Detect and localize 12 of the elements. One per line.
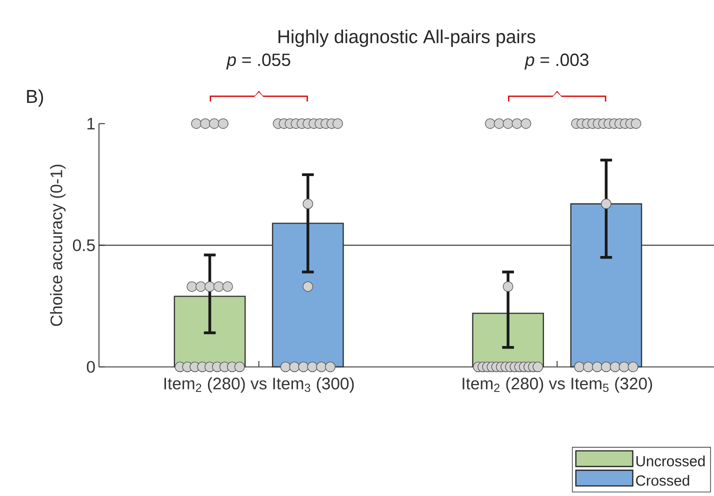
text: B) bbox=[27, 89, 44, 107]
y-tick-label: 1 bbox=[88, 118, 95, 130]
x-tick-label: Item$_{2}$ (280) vs Item$_{5}$ (320) bbox=[462, 377, 652, 393]
legend-label: Crossed bbox=[636, 474, 690, 486]
y-tick-label: 0 bbox=[86, 360, 95, 373]
text: p = .055 bbox=[226, 53, 290, 70]
chart-title: Highly diagnostic All-pairs pairs bbox=[278, 29, 536, 47]
text: p = .003 bbox=[524, 53, 588, 70]
y-tick-label: 0.5 bbox=[72, 239, 95, 251]
legend-label: Uncrossed bbox=[636, 455, 705, 466]
y-axis-title: Choice accuracy (0-1) bbox=[50, 164, 66, 326]
x-tick-label: Item$_{2}$ (280) vs Item$_{3}$ (300) bbox=[164, 377, 354, 393]
